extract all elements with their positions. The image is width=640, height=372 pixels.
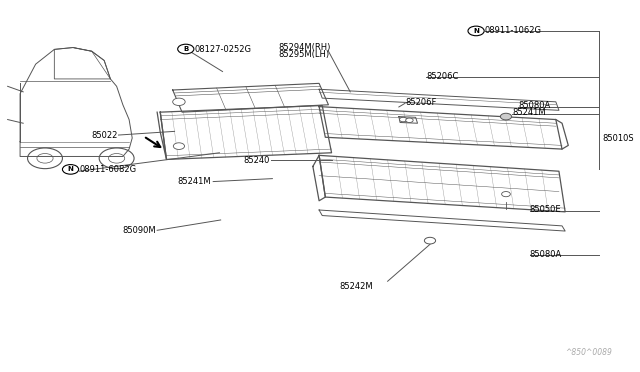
Text: 85241M: 85241M [178, 177, 211, 186]
Circle shape [178, 44, 194, 54]
Text: 85242M: 85242M [340, 282, 373, 291]
Text: 85241M: 85241M [512, 108, 546, 118]
Circle shape [468, 26, 484, 36]
Circle shape [424, 237, 436, 244]
Circle shape [63, 164, 79, 174]
Text: 85022: 85022 [91, 131, 117, 140]
Text: 85080A: 85080A [518, 101, 550, 110]
Circle shape [406, 118, 413, 122]
Text: 85090M: 85090M [122, 226, 156, 235]
Text: 85240: 85240 [243, 155, 269, 165]
Text: B: B [183, 46, 188, 52]
Circle shape [28, 148, 63, 169]
Text: ^850^0089: ^850^0089 [565, 347, 612, 357]
Text: 85050E: 85050E [530, 205, 561, 215]
Text: 08911-1062G: 08911-1062G [485, 26, 542, 35]
Circle shape [500, 113, 511, 120]
Text: 85080A: 85080A [530, 250, 562, 259]
Circle shape [399, 117, 407, 122]
Text: N: N [473, 28, 479, 34]
Text: N: N [68, 166, 74, 172]
Text: 08911-6082G: 08911-6082G [80, 165, 137, 174]
Text: 85206C: 85206C [426, 72, 459, 81]
Circle shape [502, 192, 510, 197]
Circle shape [173, 98, 185, 106]
Text: 85010S: 85010S [602, 134, 634, 142]
Text: 85206F: 85206F [405, 98, 436, 107]
Circle shape [173, 143, 184, 150]
Text: 85294M(RH): 85294M(RH) [278, 43, 331, 52]
Circle shape [99, 148, 134, 169]
Text: 85295M(LH): 85295M(LH) [278, 50, 330, 59]
Text: 08127-0252G: 08127-0252G [195, 45, 252, 54]
